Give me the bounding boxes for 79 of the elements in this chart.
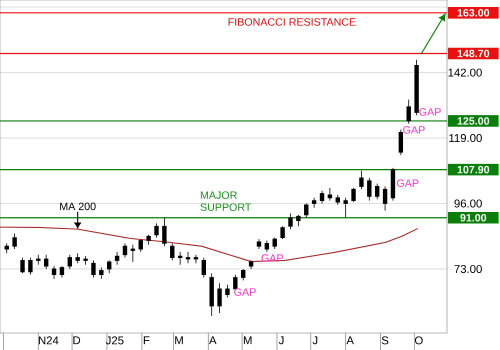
x-tick-label: M (244, 336, 252, 344)
annotation: GAP (403, 126, 425, 134)
x-tick-label: F (144, 336, 150, 344)
candlestick (209, 272, 214, 316)
candlestick (304, 203, 308, 218)
annotation: FIBONACCI RESISTANCE (228, 18, 356, 26)
candlestick (154, 223, 159, 238)
x-tick-label: J (312, 336, 318, 344)
x-tick-label: A (346, 336, 354, 344)
annotation: GAP (396, 179, 418, 187)
ref-line-label: 125.00 (458, 117, 490, 125)
candlestick (202, 257, 206, 278)
candlestick (28, 257, 33, 276)
candlestick (20, 257, 25, 274)
candlestick (83, 256, 88, 266)
candlestick (367, 177, 372, 202)
candlestick (336, 194, 340, 206)
x-tick-label: S (382, 336, 388, 344)
candlestick (390, 168, 396, 202)
candlestick (44, 254, 48, 270)
candlestick (91, 260, 96, 278)
candlestick (162, 217, 167, 247)
x-tick-label: J (278, 336, 284, 344)
annotation: MAJOR SUPPORT (200, 191, 252, 211)
candlestick (12, 232, 17, 250)
ref-line-label: 91.00 (460, 214, 486, 222)
y-tick-label: 142.00 (448, 68, 482, 77)
candlestick (328, 187, 332, 202)
ref-line-label: 163.00 (458, 9, 490, 17)
x-tick-label: M (175, 336, 183, 344)
x-tick-label: D (73, 336, 80, 344)
candlestick (320, 190, 324, 204)
y-tick-label: 73.00 (454, 264, 482, 273)
candlestick (398, 129, 404, 156)
candlestick (374, 183, 380, 200)
candlestick (107, 260, 112, 274)
candlestick (414, 59, 419, 116)
series-label: MA 200 (60, 202, 96, 210)
candlestick (296, 214, 301, 227)
ref-line-label: 107.90 (458, 166, 490, 174)
candlestick (114, 251, 120, 266)
candlestick (146, 234, 151, 246)
candlestick (248, 260, 254, 270)
candlestick (138, 238, 143, 252)
x-tick-label: O (414, 336, 423, 344)
x-tick-label: N24 (38, 336, 58, 344)
candlestick (68, 254, 72, 270)
candlestick (99, 267, 104, 280)
annotation: GAP (262, 254, 283, 262)
candlestick (264, 240, 270, 252)
candlestick (382, 186, 388, 212)
candlestick (60, 266, 64, 278)
annotation: GAP (234, 288, 256, 296)
candlestick (122, 242, 128, 258)
candlestick (280, 226, 285, 240)
y-tick-label: 119.00 (449, 134, 482, 142)
candlestick (217, 282, 222, 314)
candlestick (351, 187, 356, 202)
candlestick (312, 197, 316, 208)
y-tick-label: 96.00 (454, 199, 482, 208)
x-tick-label: A (209, 336, 217, 344)
annotation: GAP (419, 108, 441, 116)
ref-line-label: 148.70 (458, 50, 490, 58)
candlestick (130, 244, 136, 262)
candlestick (186, 251, 190, 264)
candlestick (225, 284, 230, 298)
x-tick-label: J25 (106, 336, 124, 344)
candlestick (4, 242, 9, 254)
candlestick (359, 170, 364, 190)
candlestick (194, 254, 198, 264)
candlestick (272, 237, 277, 250)
candlestick (36, 254, 40, 266)
candlestick (52, 266, 56, 280)
candlestick (75, 252, 80, 264)
candlestick (170, 242, 174, 261)
candlestick (241, 268, 246, 281)
candlestick (256, 238, 262, 250)
candlestick (288, 213, 293, 230)
candlestick (406, 99, 411, 124)
